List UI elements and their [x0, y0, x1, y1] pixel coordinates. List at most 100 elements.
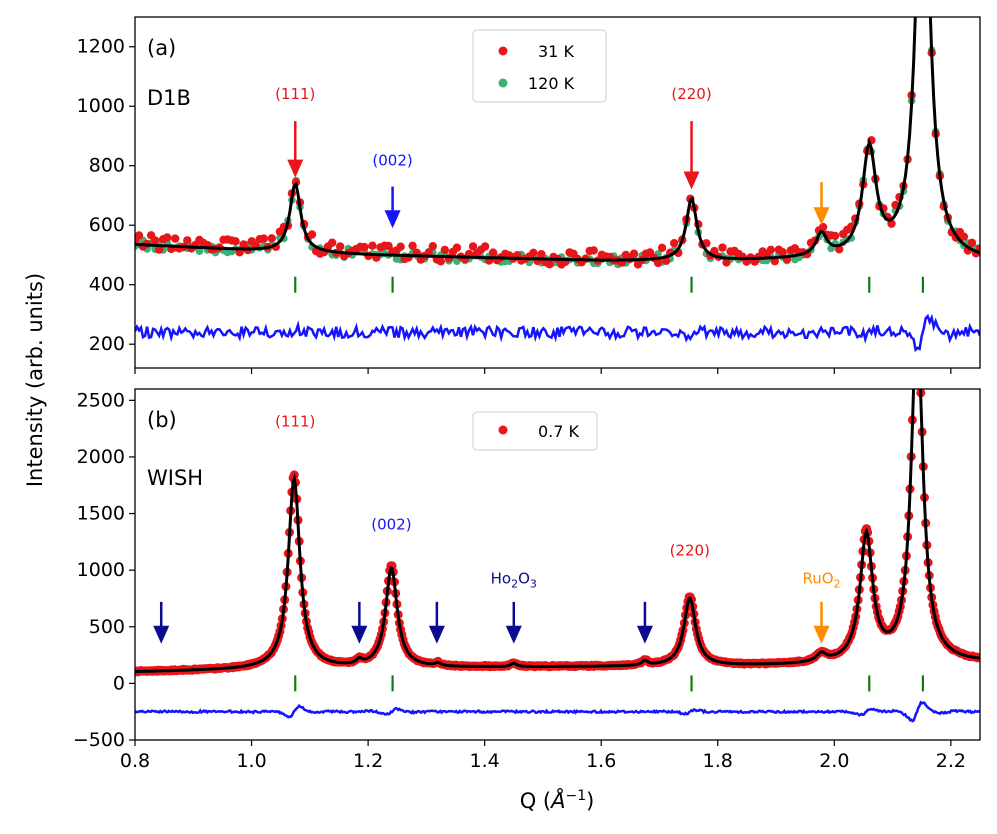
- x-tick-label: 1.8: [703, 750, 733, 772]
- diff-series-b: [135, 700, 980, 723]
- point-31K: [267, 234, 276, 243]
- point-31K: [259, 234, 268, 243]
- y-tick-label-b: 2500: [77, 389, 125, 411]
- annotation-label: (111): [275, 85, 315, 103]
- point-31K: [537, 250, 546, 259]
- annotations-b: [153, 601, 830, 644]
- point-31K: [911, 0, 919, 6]
- annotation-labels-a: (111) (002) (220): [275, 85, 712, 170]
- legend-a-marker-31K: [498, 46, 508, 56]
- frame-b: [134, 388, 981, 741]
- panel-label-a: (a): [147, 36, 176, 60]
- bragg-ticks-b: [294, 675, 924, 692]
- diff-line-b: [135, 700, 980, 723]
- point-31K: [231, 237, 240, 246]
- x-tick-label: 1.0: [236, 750, 266, 772]
- annotation-arrow-head: [153, 625, 170, 644]
- point-31K: [171, 234, 180, 243]
- point-31K: [163, 233, 172, 242]
- point-31K: [368, 241, 377, 250]
- point-31K: [396, 242, 405, 251]
- annotation-label: (111): [275, 412, 315, 430]
- y-axis-title: Intensity (arb. units): [23, 273, 47, 487]
- point-31K: [488, 248, 498, 257]
- point-31K: [629, 249, 639, 258]
- point-0.7K: [912, 317, 921, 326]
- x-tick-label: 2.2: [936, 750, 966, 772]
- fit-series-b: [135, 389, 980, 674]
- fit-series-a: [135, 17, 980, 262]
- panel-b: −500 0 500 1000 1500 2000 2500 0.8 1.0 1.2 1.4 1.6 1…: [73, 309, 981, 772]
- annotation-label: (220): [670, 541, 710, 559]
- x-tick-label: 1.6: [586, 750, 616, 772]
- point-31K: [135, 231, 144, 240]
- annotation-arrow-head: [384, 210, 401, 229]
- y-tick-label-a: 600: [89, 214, 125, 236]
- x-tick-label: 0.8: [120, 750, 150, 772]
- instrument-label-b: WISH: [147, 466, 203, 490]
- legend-b-box: [472, 411, 598, 451]
- fit-line-a: [135, 17, 980, 262]
- point-31K: [468, 242, 478, 251]
- axes-a: 200 400 600 800 1000 1200: [77, 36, 952, 374]
- point-31K: [818, 222, 828, 232]
- y-tick-label-b: 1000: [77, 559, 125, 581]
- annotation-arrow-head: [813, 625, 830, 644]
- annotation-arrow-head: [636, 625, 653, 644]
- annotation-arrow-head: [428, 625, 445, 644]
- y-tick-label-a: 1000: [77, 95, 125, 117]
- annotation-label: RuO2: [802, 570, 840, 591]
- point-31K: [722, 258, 731, 267]
- x-axis-title-unit: Å: [549, 787, 565, 813]
- point-31K: [967, 238, 977, 247]
- point-31K: [766, 245, 775, 254]
- point-31K: [336, 242, 345, 251]
- y-tick-label-b: 500: [89, 616, 125, 638]
- point-0.7K: [915, 351, 924, 360]
- point-31K: [440, 245, 449, 255]
- instrument-label-a: D1B: [147, 86, 191, 110]
- point-31K: [657, 243, 667, 252]
- y-tick-label-a: 200: [89, 333, 125, 355]
- point-31K: [452, 243, 462, 252]
- point-31K: [718, 243, 727, 252]
- legend-b: 0.7 K: [472, 411, 598, 451]
- annotation-arrow-head: [351, 625, 368, 644]
- legend-a-marker-120K: [498, 78, 508, 88]
- fit-line-b: [135, 389, 980, 674]
- annotation-labels-b: (111) (002) (220) RuO2 Ho2O3: [275, 412, 840, 590]
- y-tick-label-b: 1500: [77, 503, 125, 525]
- point-120K: [195, 247, 204, 255]
- x-axis-title-exp: −1: [565, 788, 586, 804]
- point-31K: [830, 231, 840, 241]
- x-axis-title-close: ): [586, 789, 594, 813]
- bragg-ticks-a: [294, 276, 924, 293]
- legend-b-marker-0.7K: [498, 425, 508, 435]
- point-0.7K: [913, 309, 922, 318]
- point-31K: [653, 258, 663, 268]
- point-31K: [529, 248, 538, 257]
- annotation-arrow-head: [505, 625, 522, 644]
- point-31K: [589, 246, 598, 255]
- x-tick-label: 2.0: [819, 750, 849, 772]
- x-tick-label: 1.4: [470, 750, 500, 772]
- point-0.7K: [914, 323, 923, 332]
- point-31K: [328, 238, 337, 247]
- annotation-arrow-head: [813, 207, 830, 226]
- annotation-arrow-head: [287, 159, 304, 178]
- x-axis-title-main: Q (: [520, 789, 551, 813]
- y-tick-label-b: 2000: [77, 446, 125, 468]
- annotation-label: (002): [372, 152, 412, 170]
- point-31K: [408, 241, 417, 250]
- legend-b-label-0.7K: 0.7 K: [538, 422, 580, 441]
- panel-label-b: (b): [147, 408, 177, 432]
- annotation-label: (002): [371, 515, 411, 533]
- legend-a-label-31K: 31 K: [538, 42, 574, 61]
- point-31K: [545, 260, 554, 269]
- point-31K: [307, 230, 317, 239]
- annotation-label: Ho2O3: [491, 570, 537, 591]
- point-31K: [959, 232, 969, 241]
- point-31K: [778, 248, 787, 257]
